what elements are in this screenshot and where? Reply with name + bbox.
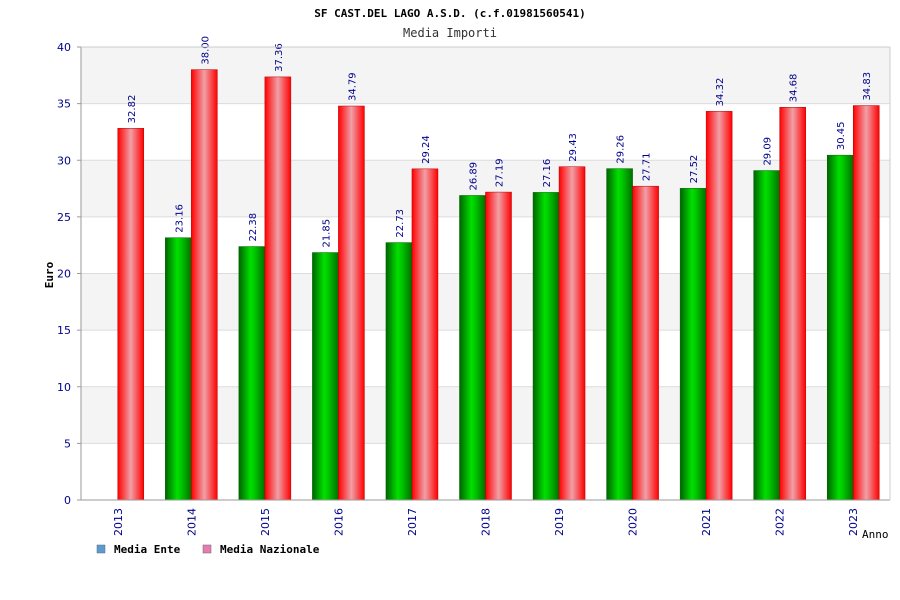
bar-media-nazionale xyxy=(852,105,880,501)
data-label: 29.24 xyxy=(421,135,432,164)
data-label: 21.85 xyxy=(321,219,332,248)
data-label: 29.43 xyxy=(568,133,579,162)
x-tick-label: 2016 xyxy=(332,508,345,536)
data-label: 34.83 xyxy=(862,72,873,101)
legend: Media Ente Media Nazionale xyxy=(96,543,320,556)
data-label: 38.00 xyxy=(200,36,211,65)
legend-swatch xyxy=(96,544,106,554)
bar-media-nazionale xyxy=(117,128,145,501)
y-tick-label: 15 xyxy=(57,324,71,337)
x-tick-label: 2017 xyxy=(406,508,419,536)
legend-swatch xyxy=(202,544,212,554)
bar-media-nazionale xyxy=(338,105,365,501)
bar-media-ente xyxy=(826,154,854,501)
x-tick-label: 2020 xyxy=(627,508,640,536)
x-tick-label: 2018 xyxy=(480,508,493,536)
y-tick-label: 25 xyxy=(57,211,71,224)
bar-media-nazionale xyxy=(191,69,218,501)
x-tick-label: 2022 xyxy=(774,508,787,536)
y-tick-labels: 0 5 10 15 20 25 30 35 40 xyxy=(57,41,71,507)
bar-media-nazionale xyxy=(264,76,292,501)
chart-subtitle: Media Importi xyxy=(403,26,497,40)
legend-label: Media Nazionale xyxy=(220,543,320,556)
data-label: 29.09 xyxy=(763,137,774,166)
data-label: 27.52 xyxy=(689,155,700,184)
y-tick-label: 10 xyxy=(57,381,71,394)
bar-media-ente xyxy=(532,192,560,501)
x-tick-label: 2015 xyxy=(259,508,272,536)
data-label: 26.89 xyxy=(469,162,480,191)
data-label: 37.36 xyxy=(274,43,285,72)
y-tick-label: 40 xyxy=(57,41,71,54)
data-label: 34.32 xyxy=(715,78,726,107)
bar-media-nazionale xyxy=(632,185,659,501)
y-tick-label: 30 xyxy=(57,154,71,167)
bar-media-ente xyxy=(238,246,266,501)
bar-media-nazionale xyxy=(705,111,733,501)
data-label: 27.19 xyxy=(495,158,506,187)
y-tick-label: 5 xyxy=(64,437,71,450)
data-label: 22.38 xyxy=(248,213,259,242)
x-tick-label: 2023 xyxy=(847,508,860,536)
bar-media-ente xyxy=(606,168,633,501)
y-tick-label: 35 xyxy=(57,98,71,111)
x-tick-label: 2021 xyxy=(700,508,713,536)
data-label: 27.71 xyxy=(642,153,653,182)
data-label: 30.45 xyxy=(836,122,847,151)
axes xyxy=(77,46,891,501)
x-tick-label: 2013 xyxy=(112,508,125,536)
bar-media-nazionale xyxy=(485,191,512,501)
legend-label: Media Ente xyxy=(114,543,181,556)
bar-media-ente xyxy=(753,170,780,501)
data-label: 29.26 xyxy=(616,135,627,164)
y-axis-label: Euro xyxy=(43,261,56,288)
data-label: 32.82 xyxy=(127,95,138,124)
data-label: 23.16 xyxy=(174,204,185,233)
chart-title: SF CAST.DEL LAGO A.S.D. (c.f.01981560541… xyxy=(314,7,586,20)
data-label: 27.16 xyxy=(542,159,553,188)
data-label: 34.68 xyxy=(789,74,800,103)
x-tick-label: 2014 xyxy=(185,508,198,536)
data-label: 34.79 xyxy=(347,72,358,101)
data-labels: 32.82 23.16 38.00 22.38 37.36 21.85 34.79 22.73… xyxy=(127,36,873,248)
bar-media-ente xyxy=(459,195,486,501)
bar-media-ente xyxy=(679,188,707,501)
bars xyxy=(117,69,880,501)
y-tick-label: 20 xyxy=(57,268,71,281)
x-tick-labels: 2013 2014 2015 2016 2017 2018 2019 2020 2021 2022… xyxy=(112,508,860,536)
bar-media-ente xyxy=(165,237,192,501)
bar-media-nazionale xyxy=(779,106,806,501)
bar-media-nazionale xyxy=(558,166,586,501)
y-tick-label: 0 xyxy=(64,494,71,507)
data-label: 22.73 xyxy=(395,209,406,238)
bar-media-ente xyxy=(312,252,339,501)
bar-media-nazionale xyxy=(411,168,439,501)
x-tick-label: 2019 xyxy=(553,508,566,536)
x-axis-label: Anno xyxy=(862,528,889,541)
bar-media-ente xyxy=(385,242,413,501)
